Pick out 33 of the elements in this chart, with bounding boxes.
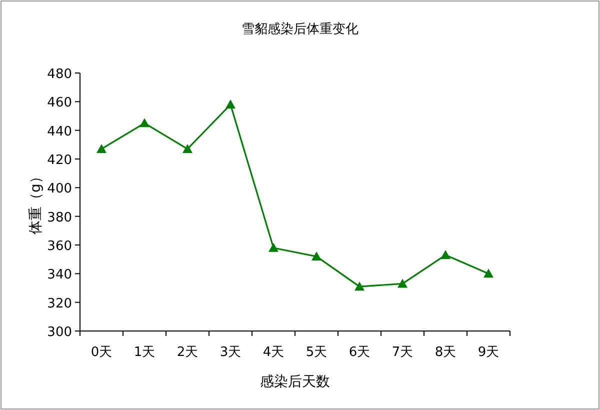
- x-tick-label: 9天: [478, 345, 500, 360]
- point: [484, 268, 494, 278]
- point: [140, 118, 150, 128]
- y-tick-label: 340: [47, 268, 72, 283]
- point: [96, 144, 106, 153]
- y-tick-label: 320: [47, 296, 72, 312]
- x-tick-label: 0天: [90, 345, 112, 360]
- x-axis-title: 感染后天数: [260, 374, 330, 390]
- y-axis-title: 体重（g）: [28, 170, 44, 234]
- y-tick-label: 360: [47, 239, 72, 254]
- y-tick-label: 440: [47, 124, 72, 140]
- x-tick-label: 5天: [306, 345, 328, 360]
- point: [182, 144, 192, 153]
- y-tick-label: 300: [47, 325, 72, 340]
- y-tick-label: 420: [47, 153, 72, 168]
- x-tick-label: 8天: [434, 345, 456, 360]
- x-tick-label: 7天: [392, 345, 414, 360]
- point: [226, 100, 236, 109]
- point: [440, 250, 450, 260]
- y-tick-label: 380: [47, 210, 72, 226]
- x-tick-label: 4天: [262, 345, 284, 360]
- y-tick-label: 480: [47, 67, 72, 82]
- x-tick-label: 1天: [134, 345, 156, 360]
- x-tick-label: 3天: [220, 345, 242, 360]
- x-tick-label: 2天: [176, 345, 198, 360]
- point: [312, 251, 322, 260]
- point: [398, 278, 408, 288]
- y-tick-label: 400: [47, 182, 72, 197]
- point: [354, 282, 364, 291]
- chart-title: 雪貂感染后体重变化: [242, 22, 358, 37]
- x-tick-label: 6天: [348, 345, 370, 360]
- point: [268, 242, 278, 252]
- y-tick-label: 460: [47, 96, 72, 111]
